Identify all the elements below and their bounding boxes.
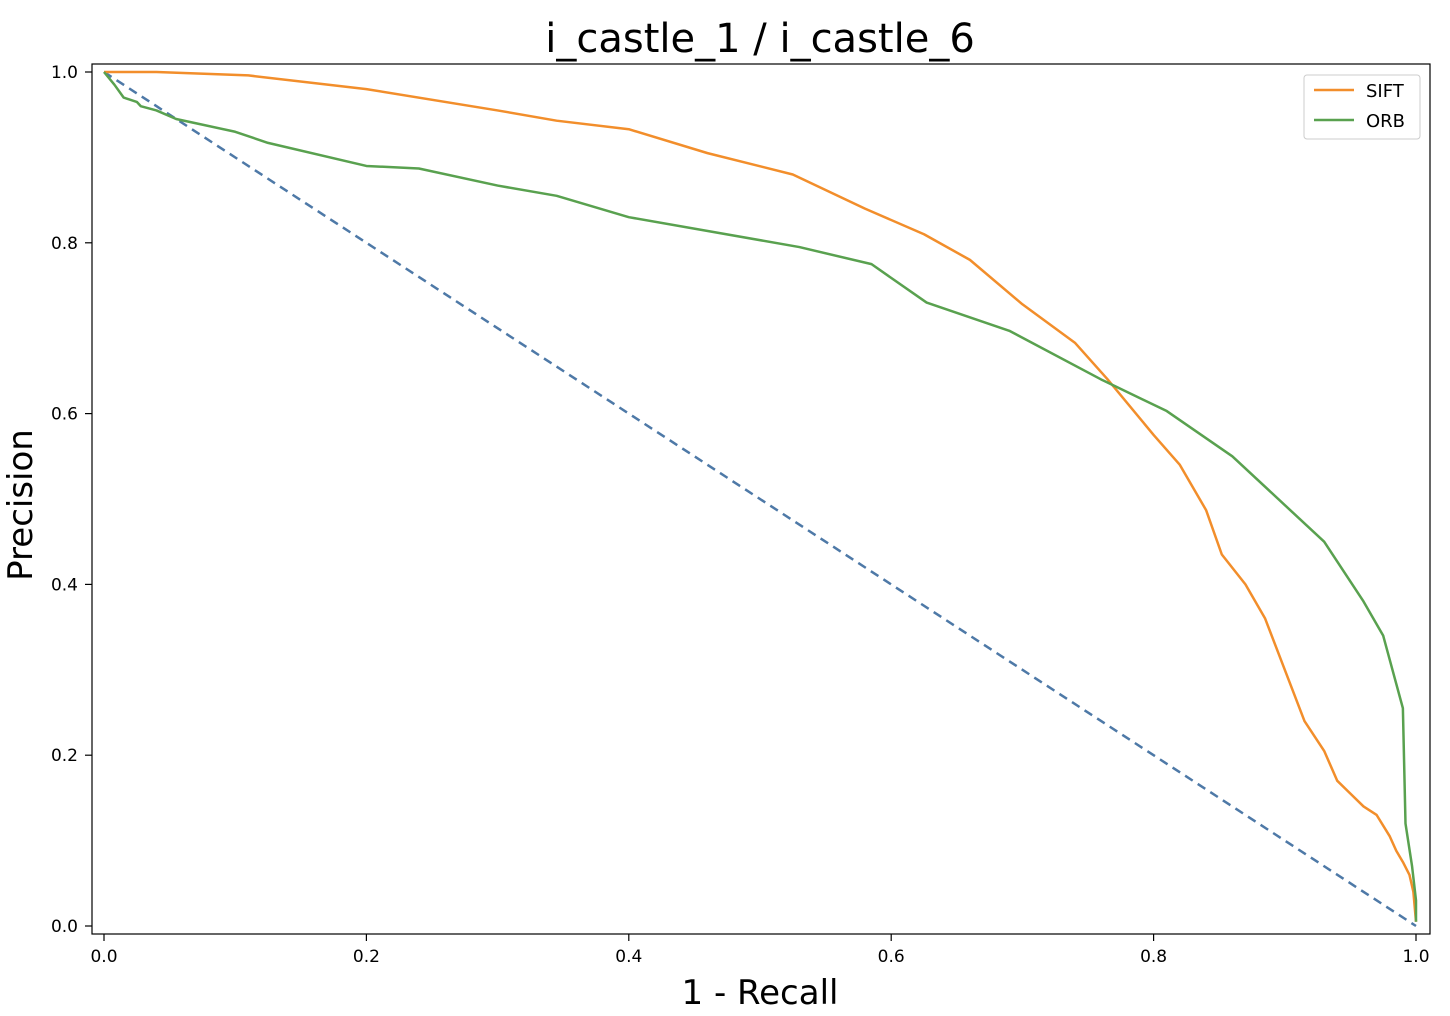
x-tick-label: 0.8 [1140, 947, 1167, 967]
x-tick-label: 0.2 [353, 947, 380, 967]
y-tick-label: 1.0 [51, 63, 78, 83]
x-tick-label: 0.0 [90, 947, 117, 967]
y-tick-label: 0.2 [51, 746, 78, 766]
legend-label-orb: ORB [1366, 111, 1405, 132]
y-tick-label: 0.6 [51, 405, 78, 425]
x-tick-label: 1.0 [1402, 947, 1429, 967]
x-tick-label: 0.6 [878, 947, 905, 967]
y-tick-label: 0.4 [51, 575, 78, 595]
series-line-diagonal [103, 70, 1417, 928]
legend-label-sift: SIFT [1366, 81, 1405, 102]
y-axis-label: Precision [1, 429, 41, 581]
series-line-sift [104, 70, 1418, 922]
chart-title: i_castle_1 / i_castle_6 [545, 16, 975, 62]
legend: SIFT ORB [1303, 74, 1421, 140]
series-layer [103, 70, 1418, 928]
y-tick-label: 0.8 [51, 234, 78, 254]
y-tick-label: 0.0 [51, 917, 78, 937]
series-line-orb [103, 71, 1418, 922]
x-tick-label: 0.4 [615, 947, 642, 967]
ticks-layer: 0.0 0.2 0.4 0.6 0.8 1.0 0.0 0.2 0.4 0.6 0.8 1.0 [51, 63, 1430, 967]
x-axis-label: 1 - Recall [682, 973, 839, 1013]
